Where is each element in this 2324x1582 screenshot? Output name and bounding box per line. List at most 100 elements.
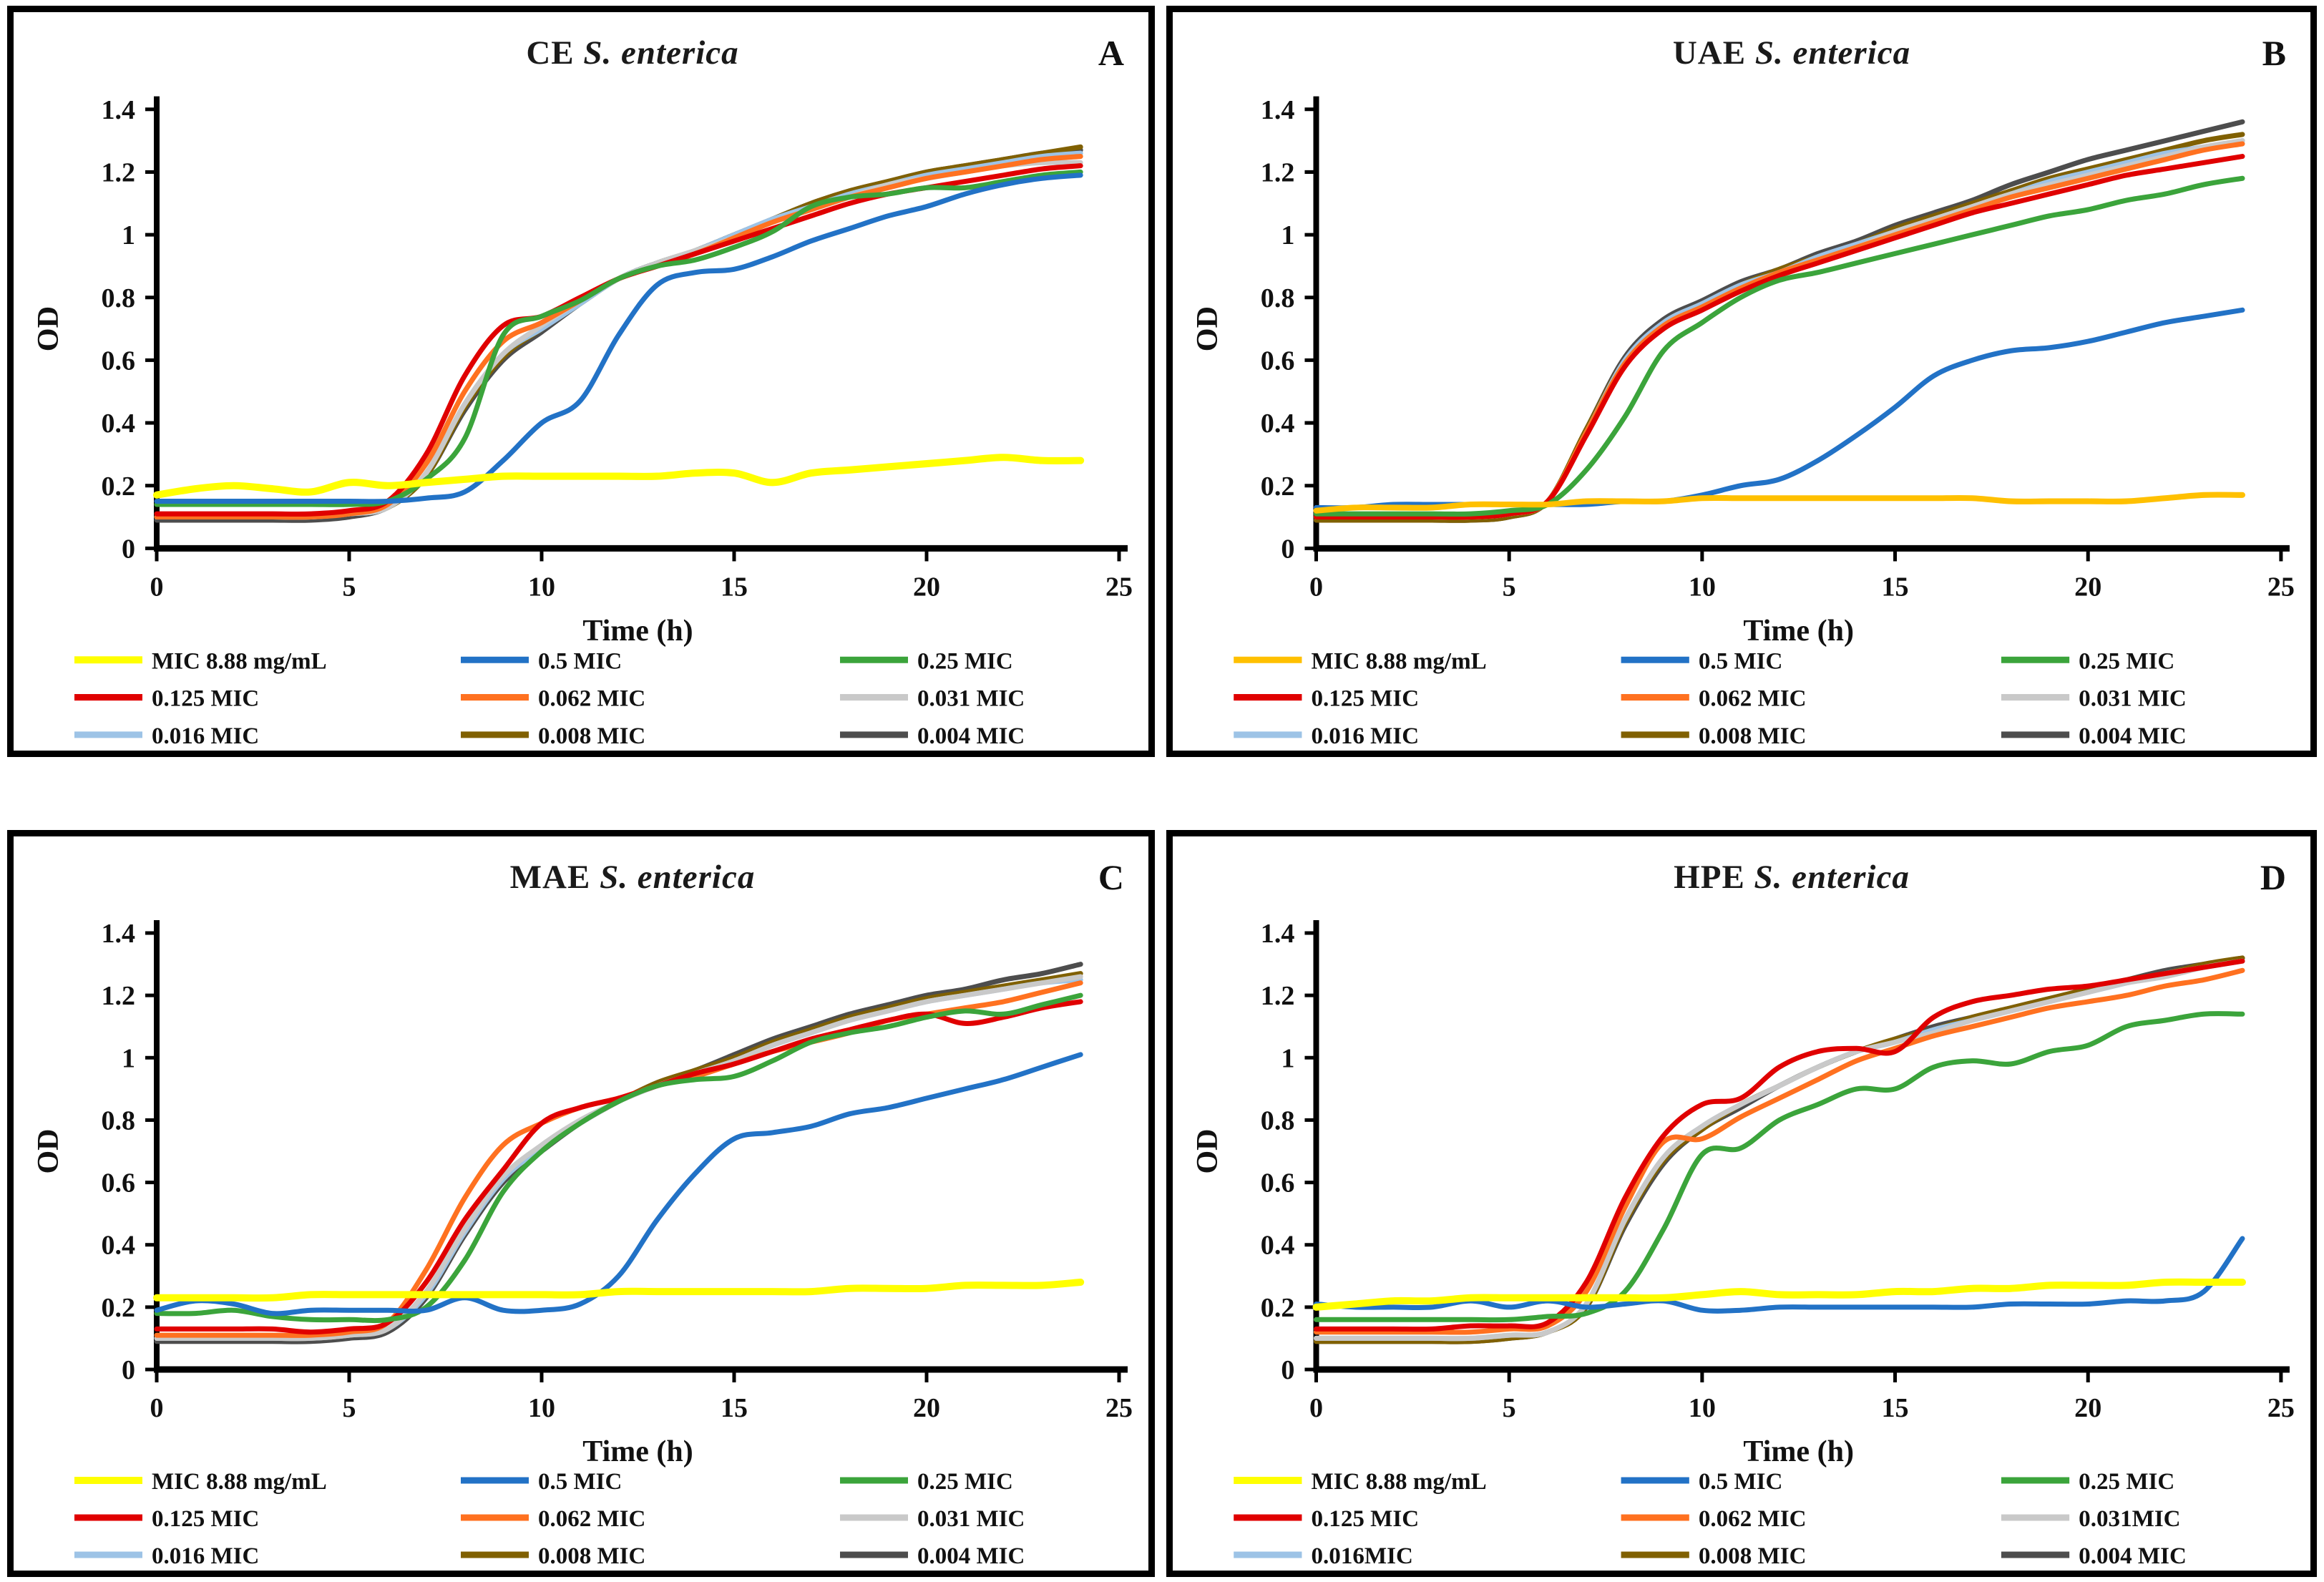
series-line-mic-8.88-mg-ml	[153, 1279, 1085, 1302]
y-tick-label: 0.6	[1261, 346, 1295, 376]
y-tick-label: 0.8	[1261, 283, 1295, 313]
series-line-0.25-mic	[154, 992, 1083, 1324]
x-tick-label: 20	[2074, 1393, 2101, 1423]
panel-title-D: HPE S. enterica	[1309, 858, 2275, 897]
series-line-0.5-mic	[154, 1052, 1083, 1317]
legend-label: 0.016 MIC	[152, 723, 259, 749]
legend-label: 0.062 MIC	[538, 1506, 645, 1532]
legend-label: 0.016 MIC	[1311, 723, 1419, 749]
x-tick-label: 15	[1882, 1393, 1909, 1423]
panel-B: 0 0.2 0.4 0.6 0.8 1 1.2 1.4 0 5 10 15 20 25 Time (h) OD…	[1166, 6, 2317, 757]
x-tick-label: 10	[528, 572, 555, 602]
panel-B-inner: 0 0.2 0.4 0.6 0.8 1 1.2 1.4 0 5 10 15 20 25 Time (h) OD…	[1173, 12, 2310, 751]
series-line-0.016-mic	[1313, 138, 2245, 520]
legend-label: 0.062 MIC	[1699, 685, 1807, 712]
legend-label: 0.016MIC	[1311, 1543, 1412, 1569]
growth-curve-plot-C: 0 0.2 0.4 0.6 0.8 1 1.2 1.4 0 5 10 15 20 25 Time (h) OD…	[32, 919, 1133, 1569]
y-tick-label: 0.4	[1261, 1231, 1295, 1261]
legend-label: 0.031 MIC	[917, 1506, 1025, 1532]
x-tick-label: 25	[1105, 572, 1133, 602]
series-line-0.5-mic	[154, 172, 1083, 504]
y-tick-label: 0.8	[102, 1105, 136, 1136]
legend-label: 0.25 MIC	[2079, 648, 2174, 674]
legend-label: 0.004 MIC	[2079, 723, 2187, 749]
series-line-mic-8.88-mg-ml	[153, 454, 1085, 499]
y-tick-label: 1	[122, 220, 135, 250]
x-tick-label: 15	[721, 1393, 748, 1423]
legend-label: 0.031 MIC	[2079, 685, 2187, 712]
y-tick-label: 0.2	[1261, 1293, 1295, 1323]
y-axis-title: OD	[1191, 1129, 1224, 1174]
y-tick-label: 0	[122, 1355, 135, 1385]
x-axis-title: Time (h)	[1743, 1435, 1854, 1468]
panel-D: 0 0.2 0.4 0.6 0.8 1 1.2 1.4 0 5 10 15 20 25 Time (h) OD…	[1166, 830, 2317, 1577]
y-tick-label: 1.4	[101, 95, 135, 125]
legend-label: 0.008 MIC	[538, 1543, 645, 1569]
series-line-0.125-mic	[154, 999, 1083, 1335]
series-line-0.125-mic	[1313, 958, 2245, 1332]
legend-label: 0.062 MIC	[538, 686, 645, 712]
x-tick-label: 15	[721, 572, 748, 602]
panel-title-B: UAE S. enterica	[1309, 34, 2275, 72]
legend-label: 0.004 MIC	[917, 723, 1025, 749]
x-tick-label: 5	[1503, 572, 1516, 602]
legend-label: 0.5 MIC	[538, 1469, 622, 1495]
title-species: S. enterica	[1754, 859, 1910, 896]
legend-label: 0.5 MIC	[538, 648, 622, 674]
x-tick-label: 5	[1503, 1393, 1516, 1423]
title-prefix: CE	[526, 34, 584, 72]
x-axis-title: Time (h)	[582, 1435, 693, 1468]
legend-label: 0.25 MIC	[917, 648, 1013, 674]
y-tick-label: 0.2	[102, 1293, 136, 1323]
panel-letter-B: B	[2262, 33, 2286, 73]
y-tick-label: 0.2	[101, 472, 135, 502]
legend-label: MIC 8.88 mg/mL	[1311, 648, 1486, 674]
legend-label: MIC 8.88 mg/mL	[1311, 1469, 1486, 1495]
series-line-0.25-mic	[1313, 1011, 2245, 1323]
title-species: S. enterica	[583, 34, 739, 72]
panel-title-A: CE S. enterica	[150, 34, 1115, 72]
x-tick-label: 25	[1105, 1393, 1133, 1423]
x-tick-label: 5	[342, 572, 356, 602]
panel-A: 0 0.2 0.4 0.6 0.8 1 1.2 1.4 0 5 10 15 20 25 Time (h) OD…	[7, 6, 1155, 757]
y-tick-label: 1	[122, 1043, 135, 1073]
x-tick-label: 10	[1689, 572, 1716, 602]
growth-curve-plot-D: 0 0.2 0.4 0.6 0.8 1 1.2 1.4 0 5 10 15 20 25 Time (h) OD…	[1191, 919, 2295, 1569]
legend-label: 0.008 MIC	[1699, 723, 1807, 749]
panel-letter-A: A	[1098, 33, 1124, 73]
series-line-0.125-mic	[1313, 154, 2245, 520]
legend-label: 0.008 MIC	[1699, 1543, 1807, 1569]
y-tick-label: 0.4	[101, 409, 135, 439]
legend-label: 0.031 MIC	[917, 686, 1025, 712]
y-tick-label: 0.4	[1261, 409, 1295, 439]
x-tick-label: 0	[1309, 572, 1323, 602]
panel-D-inner: 0 0.2 0.4 0.6 0.8 1 1.2 1.4 0 5 10 15 20 25 Time (h) OD…	[1173, 836, 2310, 1571]
legend-label: 0.004 MIC	[917, 1543, 1025, 1569]
x-tick-label: 10	[528, 1393, 555, 1423]
legend-label: 0.5 MIC	[1699, 648, 1783, 674]
x-tick-label: 25	[2267, 1393, 2295, 1423]
legend-label: 0.125 MIC	[152, 686, 259, 712]
panel-A-inner: 0 0.2 0.4 0.6 0.8 1 1.2 1.4 0 5 10 15 20 25 Time (h) OD…	[14, 12, 1148, 751]
title-species: S. enterica	[1754, 34, 1911, 72]
title-prefix: HPE	[1674, 859, 1754, 896]
y-tick-label: 0	[122, 534, 135, 564]
title-species: S. enterica	[600, 859, 756, 896]
series-line-mic-8.88-mg-ml	[1312, 1278, 2246, 1311]
series-line-0.25-mic	[154, 169, 1083, 507]
legend-label: 0.062 MIC	[1699, 1506, 1807, 1532]
legend-label: 0.016 MIC	[152, 1543, 259, 1569]
legend-label: 0.008 MIC	[538, 723, 645, 749]
x-tick-label: 20	[913, 572, 940, 602]
y-tick-label: 1.2	[102, 981, 136, 1011]
y-tick-label: 1.2	[1261, 157, 1295, 187]
y-axis-title: OD	[32, 1129, 65, 1174]
x-axis-title: Time (h)	[1743, 614, 1854, 648]
series-line-0.5-mic	[1313, 307, 2245, 511]
series-line-mic-8.88-mg-ml	[1313, 492, 2245, 514]
y-tick-label: 1.2	[1261, 981, 1295, 1011]
x-tick-label: 0	[1309, 1393, 1323, 1423]
y-axis-title: OD	[31, 306, 65, 351]
y-tick-label: 0.2	[1261, 472, 1295, 502]
series-line-0.031-mic	[1313, 138, 2245, 520]
